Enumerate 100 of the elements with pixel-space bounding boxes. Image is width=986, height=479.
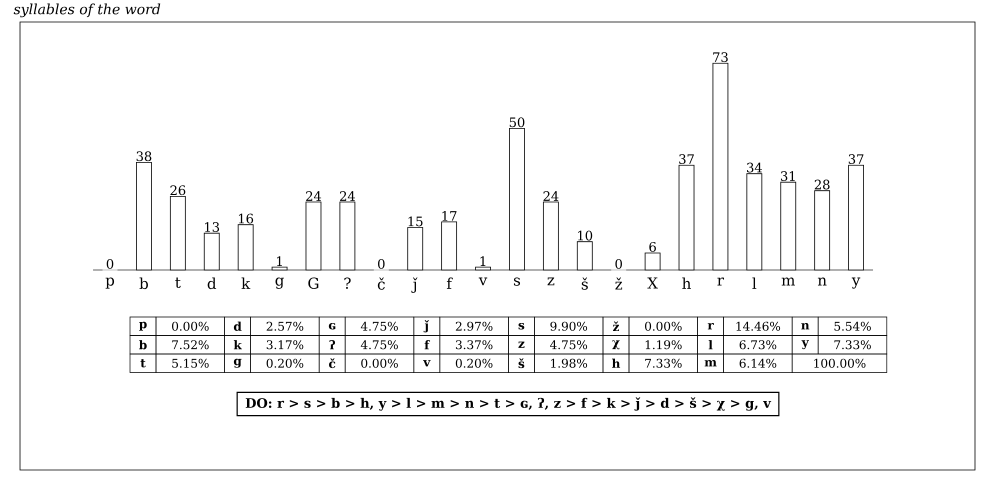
text: DO: r > s > b > h, y > l > m > n > t > ɢ, ʔ, z > f > k > ǰ > d > š > χ > g, v <box>246 397 772 411</box>
text: 4.75% <box>550 340 588 350</box>
text: š <box>518 358 524 368</box>
bar <box>746 173 762 270</box>
bar <box>306 202 322 270</box>
text: t <box>140 359 146 368</box>
text: χ <box>612 340 620 350</box>
text: f <box>424 340 430 350</box>
text: v <box>423 360 431 366</box>
text: ž <box>613 321 620 332</box>
text: 5.54% <box>834 322 871 331</box>
bar <box>678 164 694 270</box>
x-tick-label: X <box>647 278 658 288</box>
bar <box>712 62 728 270</box>
bar <box>238 224 254 270</box>
text: b <box>139 340 147 350</box>
text: č <box>329 358 336 368</box>
text: ɢ <box>328 322 336 330</box>
data-label: 6 <box>649 242 656 252</box>
x-tick-label: š <box>582 278 588 290</box>
data-label: 1 <box>480 256 486 266</box>
text: 4.75% <box>360 322 398 331</box>
data-label: 34 <box>747 162 762 173</box>
text: 2.97% <box>456 322 492 331</box>
data-label: 1 <box>277 256 282 266</box>
x-tick-label: ? <box>344 278 351 289</box>
bar <box>272 266 288 270</box>
text: 7.33% <box>834 340 871 350</box>
text: p <box>139 322 147 331</box>
x-tick-label: č <box>378 278 385 290</box>
text: 6.14% <box>740 358 776 368</box>
text: 6.73% <box>740 340 776 350</box>
data-label: 10 <box>578 230 592 240</box>
bar <box>475 266 491 270</box>
x-tick-label: t <box>175 278 181 288</box>
bar <box>136 162 152 270</box>
text: 4.75% <box>360 340 398 350</box>
x-tick-label: n <box>818 278 827 286</box>
text: z <box>518 342 524 348</box>
text: 7.52% <box>172 340 209 350</box>
text: s <box>518 322 524 330</box>
text: 14.46% <box>736 322 780 331</box>
text: g <box>234 358 242 368</box>
text: y <box>802 340 809 350</box>
text: 3.37% <box>456 340 492 350</box>
text: 9.90% <box>550 322 588 331</box>
text: 5.15% <box>172 358 209 368</box>
text: 1.98% <box>551 358 588 368</box>
x-tick-label: l <box>752 278 756 289</box>
data-label: 50 <box>510 117 524 128</box>
text: k <box>234 340 242 350</box>
data-label: 16 <box>238 214 254 224</box>
text: 3.17% <box>266 340 304 350</box>
x-tick-label: v <box>478 278 488 286</box>
data-label: 38 <box>136 151 152 162</box>
text: n <box>801 323 810 330</box>
data-label: 26 <box>170 185 186 196</box>
text: 0.20% <box>456 358 492 368</box>
bar <box>170 196 186 270</box>
x-tick-label: ǰ <box>411 278 418 293</box>
text: l <box>708 340 713 350</box>
data-label: 37 <box>848 154 864 164</box>
bar <box>441 221 458 270</box>
text: 7.33% <box>645 358 682 368</box>
bar <box>407 227 424 270</box>
data-label: 24 <box>543 191 558 201</box>
bar <box>542 202 559 270</box>
x-tick-label: k <box>242 278 250 289</box>
data-label: 37 <box>679 154 694 164</box>
data-label: 13 <box>205 222 220 232</box>
data-label: 0 <box>106 258 114 269</box>
text: 0.20% <box>266 358 304 368</box>
x-tick-label: b <box>140 278 148 290</box>
text: m <box>704 360 717 366</box>
chart-title: syllables of the word <box>14 4 160 18</box>
text: 0.00% <box>361 358 398 368</box>
bar <box>814 190 830 270</box>
text: ǰ <box>424 320 430 332</box>
text: 0.00% <box>172 322 209 331</box>
x-tick-label: y <box>852 278 860 289</box>
x-tick-label: s <box>514 278 520 286</box>
data-label: 24 <box>340 191 356 201</box>
data-label: 17 <box>442 211 456 221</box>
text: 100.00% <box>814 358 866 368</box>
bar <box>340 202 356 270</box>
text: h <box>612 358 620 368</box>
x-tick-label: G <box>308 278 318 289</box>
text: 0.00% <box>645 322 682 331</box>
text: r <box>708 323 714 330</box>
x-tick-label: z <box>548 278 554 286</box>
bar <box>780 182 796 270</box>
text: d <box>234 322 242 331</box>
x-tick-label: g <box>276 278 284 289</box>
data-label: 0 <box>615 258 622 269</box>
x-tick-label: r <box>717 278 724 286</box>
x-tick-label: p <box>106 278 114 289</box>
x-tick-label: h <box>682 278 691 289</box>
data-label: 15 <box>408 216 422 226</box>
x-tick-label: m <box>782 278 795 286</box>
data-label: 28 <box>814 180 830 190</box>
